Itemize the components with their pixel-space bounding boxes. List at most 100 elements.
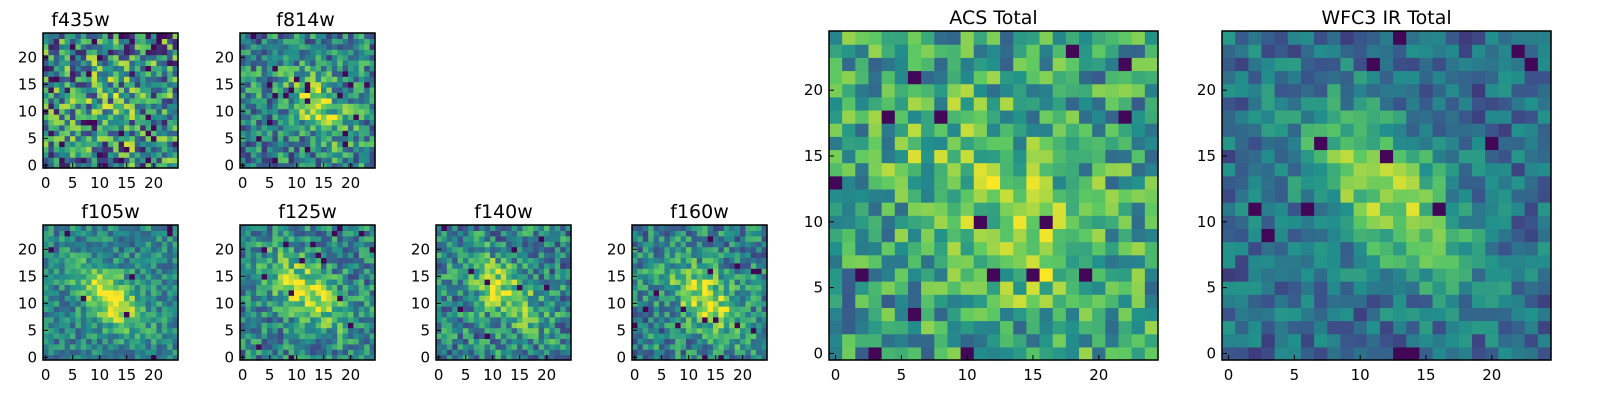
heatmap-cell xyxy=(669,311,676,318)
heatmap-cell xyxy=(245,284,252,291)
heatmap-cell xyxy=(70,151,76,158)
heatmap-cell xyxy=(642,284,649,291)
heatmap-cell xyxy=(304,151,311,158)
heatmap-cell xyxy=(97,289,103,296)
heatmap-cell xyxy=(495,241,502,248)
heatmap-cell xyxy=(267,157,273,164)
heatmap-cell xyxy=(124,311,130,318)
heatmap-cell xyxy=(53,306,60,312)
heatmap-cell xyxy=(267,311,273,318)
heatmap-cell xyxy=(538,273,545,280)
heatmap-cell xyxy=(167,354,174,361)
heatmap-cell xyxy=(245,343,252,350)
heatmap-cell xyxy=(156,268,163,275)
heatmap-cell xyxy=(59,60,66,66)
heatmap-cell xyxy=(468,225,475,231)
heatmap-cell xyxy=(986,267,1001,282)
heatmap-cell xyxy=(868,254,883,269)
heatmap-cell xyxy=(1537,320,1552,335)
heatmap-cell xyxy=(151,230,157,237)
heatmap-cell xyxy=(696,338,703,345)
heatmap-cell xyxy=(118,130,125,137)
heatmap-cell xyxy=(272,65,279,72)
y-tick-label: 15 xyxy=(411,267,430,285)
heatmap-cell xyxy=(321,87,327,93)
heatmap-cell xyxy=(337,49,344,56)
heatmap-cell xyxy=(107,103,114,110)
y-tick-label: 20 xyxy=(215,240,234,258)
heatmap-cell xyxy=(326,289,333,296)
heatmap-cell xyxy=(113,338,120,345)
heatmap-cell xyxy=(369,130,376,137)
heatmap-cell xyxy=(934,281,949,295)
heatmap-cell xyxy=(364,311,371,318)
heatmap-cell xyxy=(829,44,843,58)
heatmap-cell xyxy=(1026,70,1041,85)
heatmap-cell xyxy=(151,60,157,66)
heatmap-cell xyxy=(960,281,975,295)
heatmap-cell xyxy=(310,235,317,242)
heatmap-cell xyxy=(86,151,93,158)
heatmap-cell xyxy=(868,83,883,98)
heatmap-cell xyxy=(740,262,746,269)
heatmap-cell xyxy=(1445,346,1460,361)
heatmap-cell xyxy=(1327,175,1342,190)
heatmap-cell xyxy=(680,225,687,231)
heatmap-cell xyxy=(723,322,730,329)
heatmap-cell xyxy=(348,33,354,39)
heatmap-cell xyxy=(75,114,82,120)
heatmap-cell xyxy=(1524,281,1539,295)
heatmap-cell xyxy=(342,119,349,126)
heatmap-cell xyxy=(86,81,93,88)
heatmap-cell xyxy=(167,54,174,61)
heatmap-cell xyxy=(457,279,464,285)
heatmap-cell xyxy=(463,343,469,350)
heatmap-cell xyxy=(43,322,49,329)
heatmap-cell xyxy=(288,295,295,302)
y-tick-label: 10 xyxy=(411,294,430,312)
heatmap-cell xyxy=(1013,254,1027,269)
heatmap-cell xyxy=(91,311,98,318)
heatmap-cell xyxy=(436,295,442,302)
heatmap-cell xyxy=(267,103,273,110)
heatmap-cell xyxy=(1511,162,1526,177)
heatmap-cell xyxy=(463,311,469,318)
heatmap-cell xyxy=(1524,294,1539,308)
heatmap-cell xyxy=(1092,307,1106,322)
heatmap-cell xyxy=(1353,241,1368,256)
heatmap-cell xyxy=(1065,31,1080,45)
heatmap-cell xyxy=(457,262,464,269)
heatmap-cell xyxy=(48,81,55,88)
heatmap-cell xyxy=(283,300,290,307)
heatmap-cell xyxy=(734,338,741,345)
heatmap-cell xyxy=(156,354,163,361)
heatmap-cell xyxy=(745,257,752,264)
heatmap-cell xyxy=(1379,294,1394,308)
heatmap-cell xyxy=(277,343,284,350)
heatmap-cell xyxy=(756,306,763,312)
heatmap-cell xyxy=(986,188,1001,203)
heatmap-cell xyxy=(1118,162,1133,177)
heatmap-cell xyxy=(129,246,136,253)
heatmap-cell xyxy=(267,279,273,285)
heatmap-cell xyxy=(337,252,344,258)
heatmap-cell xyxy=(740,241,746,248)
heatmap-cell xyxy=(533,273,540,280)
heatmap-cell xyxy=(1131,307,1146,322)
heatmap-cell xyxy=(1511,307,1526,322)
heatmap-cell xyxy=(102,38,109,45)
heatmap-cell xyxy=(829,57,843,72)
heatmap-cell xyxy=(517,300,523,307)
heatmap-cell xyxy=(549,338,556,345)
heatmap-cell xyxy=(1261,307,1276,322)
heatmap-cell xyxy=(299,49,306,56)
heatmap-cell xyxy=(113,354,120,361)
heatmap-cell xyxy=(517,268,523,275)
heatmap-cell xyxy=(156,241,163,248)
heatmap-cell xyxy=(1419,162,1434,177)
heatmap-cell xyxy=(267,130,273,137)
heatmap-cell xyxy=(326,241,333,248)
heatmap-cell xyxy=(517,343,523,350)
heatmap-cell xyxy=(250,349,257,356)
heatmap-cell xyxy=(527,246,534,253)
